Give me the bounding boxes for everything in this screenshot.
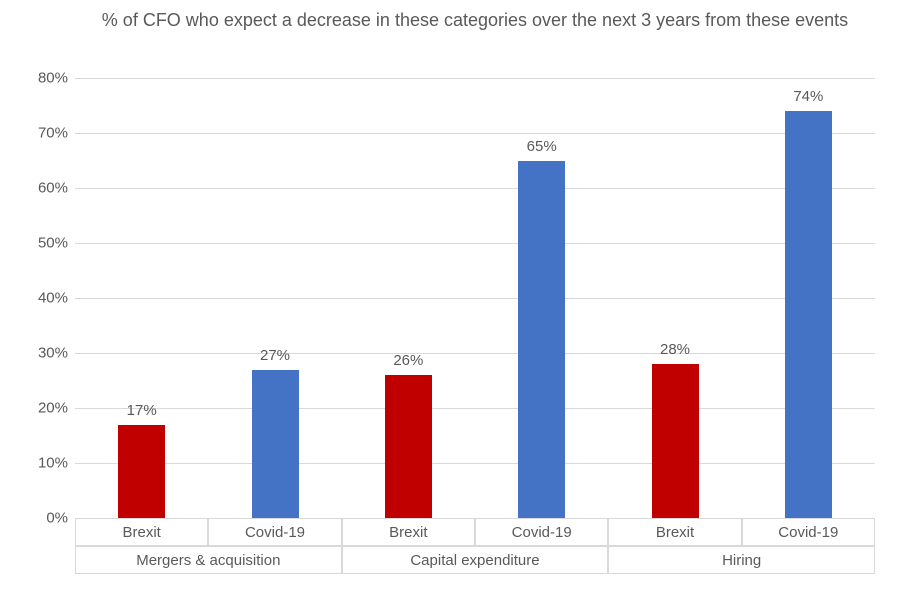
gridline — [75, 133, 875, 134]
bar-value-label: 74% — [768, 88, 848, 105]
bar — [252, 370, 299, 519]
bar-value-label: 65% — [502, 138, 582, 155]
bar — [785, 111, 832, 518]
x-series-label: Covid-19 — [208, 518, 341, 546]
gridline — [75, 188, 875, 189]
bar-value-label: 28% — [635, 341, 715, 358]
bar — [652, 364, 699, 518]
y-tick-label: 70% — [0, 125, 68, 142]
x-category-label: Hiring — [608, 546, 875, 574]
y-tick-label: 80% — [0, 70, 68, 87]
x-category-label: Capital expenditure — [342, 546, 609, 574]
bar-value-label: 27% — [235, 347, 315, 364]
x-series-label: Covid-19 — [742, 518, 875, 546]
x-axis-band: BrexitCovid-19BrexitCovid-19BrexitCovid-… — [75, 518, 875, 578]
y-tick-label: 0% — [0, 510, 68, 527]
gridline — [75, 408, 875, 409]
bar-value-label: 26% — [368, 352, 448, 369]
bar — [118, 425, 165, 519]
y-tick-label: 30% — [0, 345, 68, 362]
x-series-label: Brexit — [342, 518, 475, 546]
y-tick-label: 20% — [0, 400, 68, 417]
bar-value-label: 17% — [102, 402, 182, 419]
x-category-label: Mergers & acquisition — [75, 546, 342, 574]
y-tick-label: 10% — [0, 455, 68, 472]
chart-title: % of CFO who expect a decrease in these … — [80, 8, 870, 32]
gridline — [75, 353, 875, 354]
y-tick-label: 50% — [0, 235, 68, 252]
bar — [385, 375, 432, 518]
y-tick-label: 60% — [0, 180, 68, 197]
gridline — [75, 298, 875, 299]
bar — [518, 161, 565, 519]
x-series-label: Covid-19 — [475, 518, 608, 546]
x-series-label: Brexit — [608, 518, 741, 546]
cfo-expectations-chart: % of CFO who expect a decrease in these … — [0, 0, 900, 591]
y-tick-label: 40% — [0, 290, 68, 307]
gridline — [75, 243, 875, 244]
gridline — [75, 463, 875, 464]
plot-area: 17% 27% 26% 65% 28% 74% — [75, 78, 875, 518]
x-series-label: Brexit — [75, 518, 208, 546]
gridline — [75, 78, 875, 79]
